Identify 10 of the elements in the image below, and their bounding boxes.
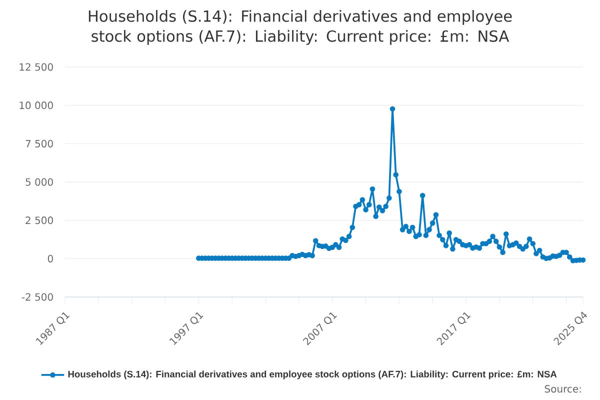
- y-tick-label: 12 500: [20, 63, 53, 71]
- y-tick-label: 2 500: [26, 216, 53, 224]
- y-tick-label: -2 500: [22, 293, 53, 301]
- y-tick-label: 7 500: [26, 140, 53, 148]
- source-note: Source:: [544, 385, 581, 393]
- y-tick-label: 0: [48, 254, 53, 262]
- chart-title: Households (S.14): Financial derivatives and employee stock options (AF.7): Liability: Current price: £m: NSA: [88, 10, 512, 45]
- y-tick-label: 5 000: [26, 178, 53, 186]
- y-tick-label: 10 000: [20, 102, 53, 110]
- legend-label: Households (S.14): Financial derivatives and employee stock options (AF.7): Liability: Current price: £m: NSA: [68, 370, 557, 380]
